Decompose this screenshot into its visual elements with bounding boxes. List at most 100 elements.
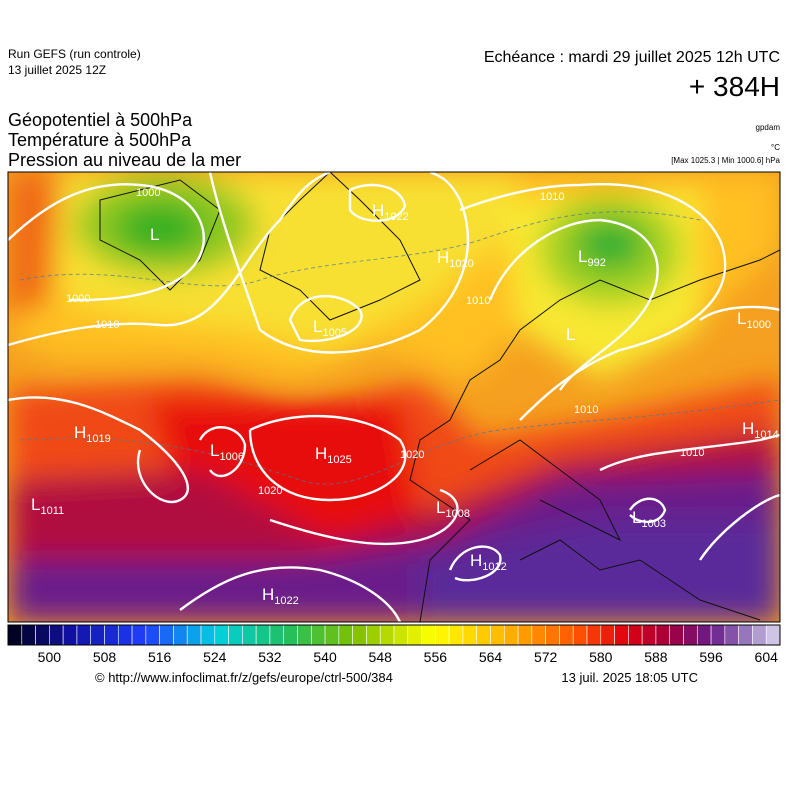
colorbar-cell — [724, 624, 739, 646]
colorbar-cell — [559, 624, 574, 646]
isobar-label: 1000 — [136, 187, 160, 199]
pressure-center: L1005 — [313, 317, 347, 339]
colorbar-cell — [710, 624, 726, 646]
isobar-label: 1010 — [574, 404, 598, 416]
colorbar-cell — [366, 624, 381, 646]
colorbar-cell — [49, 624, 64, 646]
colorbar-cell — [517, 624, 533, 646]
lead-time: + 384H — [689, 71, 780, 102]
unit: [Max 1025.3 | Min 1000.6] hPa — [671, 156, 780, 165]
colorbar-cell — [641, 624, 657, 646]
pressure-center: H1019 — [74, 423, 111, 445]
unit: °C — [771, 143, 780, 152]
colorbar-cell — [448, 624, 464, 646]
colorbar-cell — [696, 624, 712, 646]
colorbar-tick-label: 516 — [148, 649, 172, 665]
colorbar-cell — [545, 624, 560, 646]
colorbar-cell — [572, 624, 588, 646]
colorbar-cell — [738, 624, 753, 646]
pressure-center: H1012 — [470, 551, 507, 573]
colorbar-cell — [297, 624, 312, 646]
colorbar-cell — [145, 624, 160, 646]
colorbar-cell — [7, 624, 23, 646]
colorbar-cell — [62, 624, 78, 646]
colorbar-tick-label: 548 — [369, 649, 393, 665]
colorbar-cell — [90, 624, 105, 646]
colorbar-cell — [173, 624, 188, 646]
pressure-center: H1025 — [315, 444, 352, 466]
colorbar-cell — [324, 624, 340, 646]
colorbar-tick-label: 604 — [755, 649, 779, 665]
unit: gpdam — [756, 123, 781, 132]
colorbar-cell — [628, 624, 643, 646]
isobar-label: 1020 — [258, 485, 282, 497]
run-date: 13 juillet 2025 12Z — [8, 63, 106, 77]
pressure-center: L1008 — [436, 498, 470, 520]
colorbar-tick-label: 500 — [38, 649, 62, 665]
colorbar-cell — [255, 624, 271, 646]
valid-time: Echéance : mardi 29 juillet 2025 12h UTC — [484, 49, 780, 66]
pressure-center: L1011 — [31, 495, 64, 517]
isobar-label: 1010 — [540, 191, 564, 203]
colorbar-cell — [310, 624, 326, 646]
pressure-center: L1006 — [210, 441, 244, 463]
colorbar-cell — [159, 624, 174, 646]
colorbar-tick-label: 580 — [589, 649, 613, 665]
colorbar-cell — [490, 624, 505, 646]
colorbar-cell — [407, 624, 422, 646]
colorbar-cell — [76, 624, 92, 646]
pressure-center: L — [150, 225, 159, 244]
colorbar-cell — [435, 624, 450, 646]
pressure-center: L1000 — [737, 309, 771, 331]
isobar-label: 1000 — [66, 293, 90, 305]
colorbar-cell — [462, 624, 478, 646]
colorbar-cell — [214, 624, 229, 646]
colorbar-cell — [104, 624, 119, 646]
colorbar-cell — [614, 624, 629, 646]
map: H1022 L L992 H1020 L1005 L1000 L H1019 L… — [8, 172, 780, 622]
colorbar-cell — [752, 624, 767, 646]
map-frame — [7, 171, 781, 623]
colorbar-tick-label: 572 — [534, 649, 558, 665]
colorbar-cell — [21, 624, 36, 646]
colorbar-tick-label: 524 — [203, 649, 227, 665]
colorbar: 500 508 516 524 532 540 548 556 564 572 580 588 596 6… — [7, 624, 781, 665]
field-title: Température à 500hPa — [8, 130, 192, 150]
generated-time: 13 juil. 2025 18:05 UTC — [561, 670, 698, 685]
colorbar-cell — [476, 624, 491, 646]
run-name: Run GEFS (run controle) — [8, 47, 141, 61]
colorbar-cell — [393, 624, 409, 646]
pressure-center: H1014 — [742, 419, 779, 441]
credit: © http://www.infoclimat.fr/z/gefs/europe… — [95, 670, 393, 685]
colorbar-tick-label: 556 — [424, 649, 448, 665]
isobar-label: 1010 — [680, 447, 704, 459]
isobar-label: 1010 — [95, 319, 119, 331]
pressure-center: L — [566, 325, 575, 344]
colorbar-cell — [117, 624, 133, 646]
colorbar-tick-label: 596 — [699, 649, 723, 665]
colorbar-tick-label: 564 — [479, 649, 503, 665]
colorbar-tick-label: 588 — [644, 649, 668, 665]
colorbar-cell — [586, 624, 602, 646]
colorbar-cell — [242, 624, 257, 646]
colorbar-cell — [503, 624, 519, 646]
colorbar-cell — [600, 624, 615, 646]
colorbar-cell — [200, 624, 216, 646]
pressure-center: L1003 — [632, 508, 666, 530]
pressure-center: H1022 — [262, 585, 299, 607]
colorbar-cell — [131, 624, 147, 646]
colorbar-cell — [35, 624, 50, 646]
colorbar-tick-label: 508 — [93, 649, 117, 665]
colorbar-cell — [655, 624, 671, 646]
field-title: Géopotentiel à 500hPa — [8, 110, 193, 130]
colorbar-cell — [421, 624, 436, 646]
colorbar-tick-label: 532 — [258, 649, 282, 665]
colorbar-cell — [352, 624, 367, 646]
colorbar-cell — [531, 624, 546, 646]
colorbar-cell — [283, 624, 298, 646]
pressure-center: L992 — [578, 247, 606, 269]
isobar-label: 1010 — [466, 295, 490, 307]
colorbar-cell — [683, 624, 698, 646]
colorbar-cell — [669, 624, 684, 646]
